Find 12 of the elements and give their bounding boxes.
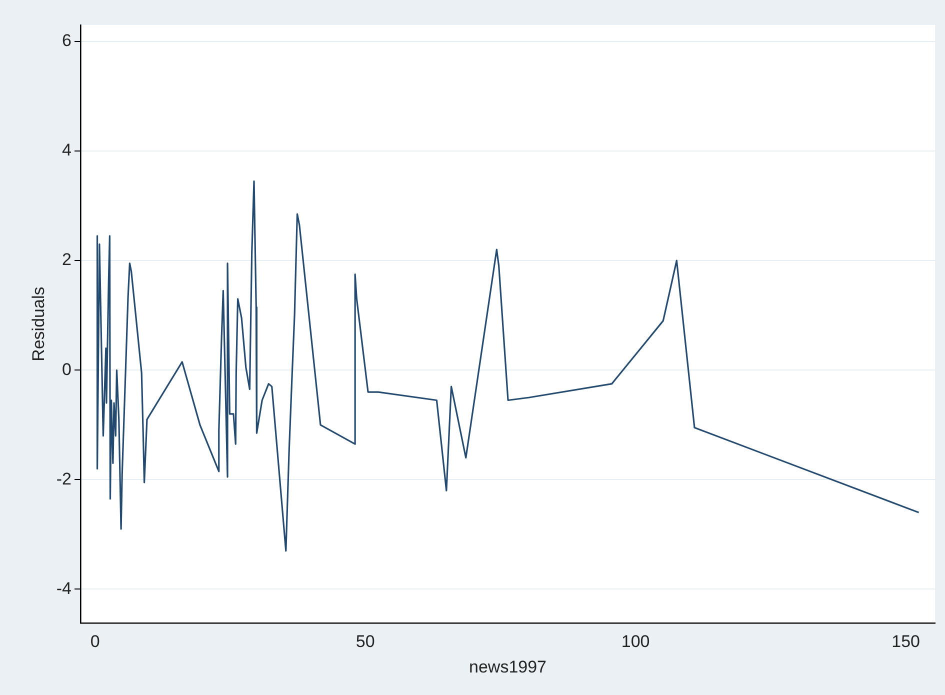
y-axis-title: Residuals (28, 286, 48, 362)
x-axis-title: news1997 (469, 657, 547, 676)
y-tick-label: 2 (62, 250, 72, 270)
x-tick-label: 150 (892, 632, 920, 652)
y-tick-label: -4 (56, 578, 72, 598)
y-tick-label: 0 (62, 360, 72, 379)
x-tick-label: 100 (621, 632, 650, 652)
x-tick-label: 50 (356, 632, 375, 652)
y-tick-label: -2 (56, 469, 72, 488)
y-tick-label: 4 (62, 140, 72, 160)
y-tick-label: 6 (62, 31, 72, 50)
x-tick-label: 0 (90, 632, 100, 652)
